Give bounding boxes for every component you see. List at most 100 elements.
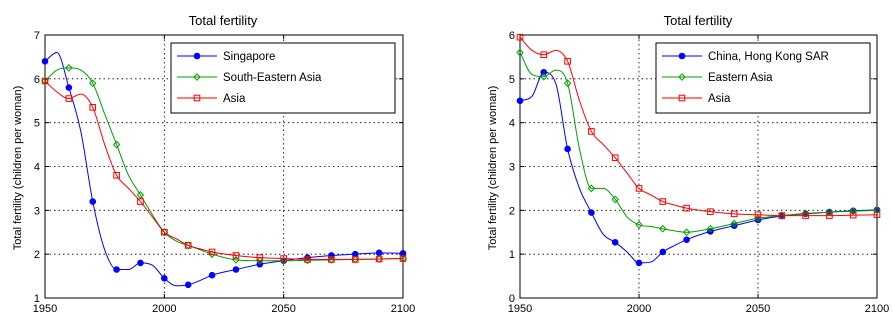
data-point — [280, 255, 287, 262]
legend-marker — [193, 73, 201, 81]
data-point — [208, 248, 216, 256]
legend-label: South-Eastern Asia — [223, 72, 322, 84]
legend-marker — [678, 94, 686, 102]
y-axis-label: Total fertility (children per woman) — [487, 86, 499, 250]
data-point — [137, 198, 144, 205]
data-point — [659, 198, 667, 205]
legend-entry: Singapore — [177, 51, 275, 63]
y-tick-label: 7 — [34, 30, 40, 42]
data-point — [65, 95, 73, 102]
data-point — [89, 104, 97, 111]
x-tick-label: 2000 — [627, 303, 651, 315]
data-point — [232, 266, 240, 273]
legend-entry: Eastern Asia — [662, 72, 773, 84]
x-tick-label: 2000 — [152, 303, 176, 315]
data-point — [588, 128, 595, 135]
data-point — [659, 224, 667, 233]
data-point — [65, 84, 73, 91]
data-point — [802, 212, 809, 219]
data-point — [683, 236, 690, 244]
y-tick-label: 3 — [509, 162, 515, 174]
data-point — [41, 58, 49, 65]
data-point — [161, 228, 168, 236]
legend-entry: Asia — [177, 93, 246, 105]
data-point — [65, 63, 73, 72]
data-point — [232, 252, 240, 259]
series-line — [44, 52, 404, 287]
data-point — [588, 209, 595, 216]
y-tick-label: 2 — [509, 205, 515, 217]
x-tick-label: 2050 — [271, 303, 295, 315]
series-line — [44, 67, 404, 262]
data-point — [113, 171, 120, 179]
data-point — [89, 79, 97, 88]
data-point — [754, 211, 762, 219]
series-line — [44, 80, 404, 260]
y-tick-label: 4 — [34, 162, 40, 174]
data-point — [564, 58, 571, 65]
legend-entry: South-Eastern Asia — [177, 72, 322, 84]
series-3 — [516, 33, 881, 219]
data-point — [611, 195, 619, 204]
legend-label: China, Hong Kong SAR — [708, 51, 829, 63]
data-point — [849, 211, 857, 219]
legend-marker — [678, 52, 686, 60]
data-point — [730, 219, 738, 228]
data-point — [707, 208, 714, 215]
legend-box — [655, 42, 871, 114]
x-tick-label: 2050 — [746, 303, 770, 315]
data-point — [112, 140, 121, 149]
data-point — [304, 256, 311, 263]
data-point — [256, 254, 264, 261]
data-point — [611, 154, 619, 162]
legend-box — [170, 42, 396, 114]
data-point — [328, 256, 335, 263]
x-tick-label: 1950 — [33, 303, 57, 315]
y-tick-label: 1 — [34, 293, 40, 305]
data-point — [136, 191, 145, 199]
data-point — [683, 204, 690, 212]
data-point — [161, 274, 168, 282]
y-axis-label: Total fertility (children per woman) — [12, 86, 24, 250]
x-tick-label: 2100 — [865, 303, 889, 315]
chart-hong-kong: Total fertility Total fertility (childre… — [487, 13, 889, 315]
y-tick-label: 6 — [34, 74, 40, 86]
data-point — [113, 266, 120, 273]
legend-marker — [193, 52, 201, 60]
series-line — [519, 36, 878, 217]
data-point — [256, 256, 264, 265]
data-point — [328, 252, 335, 259]
y-tick-label: 3 — [34, 205, 40, 217]
y-tick-label: 1 — [509, 249, 515, 261]
data-point — [635, 220, 643, 229]
data-point — [89, 198, 97, 205]
data-point — [540, 68, 548, 76]
data-point — [516, 48, 524, 57]
data-point — [184, 281, 192, 289]
data-point — [778, 212, 786, 219]
legend-entry: China, Hong Kong SAR — [662, 51, 829, 63]
data-point — [682, 228, 691, 237]
data-point — [564, 145, 571, 153]
y-tick-label: 0 — [509, 293, 515, 305]
series-2 — [516, 48, 881, 237]
legend-marker — [193, 94, 201, 102]
data-point — [375, 249, 383, 257]
legend-marker — [678, 73, 686, 81]
data-point — [375, 255, 383, 263]
data-point — [873, 211, 881, 219]
data-point — [208, 271, 216, 279]
data-point — [184, 242, 192, 249]
y-tick-label: 5 — [34, 118, 40, 130]
legend: Singapore South-Eastern Asia Asia — [170, 42, 396, 114]
y-tick-label: 2 — [34, 249, 40, 261]
data-point — [563, 79, 572, 88]
chart-singapore: Total fertility Total fertility (childre… — [12, 13, 415, 315]
data-point — [587, 184, 596, 193]
data-point — [659, 248, 667, 256]
data-point — [540, 72, 548, 81]
data-point — [41, 77, 49, 85]
data-point — [232, 255, 240, 264]
legend-label: Asia — [223, 93, 246, 105]
